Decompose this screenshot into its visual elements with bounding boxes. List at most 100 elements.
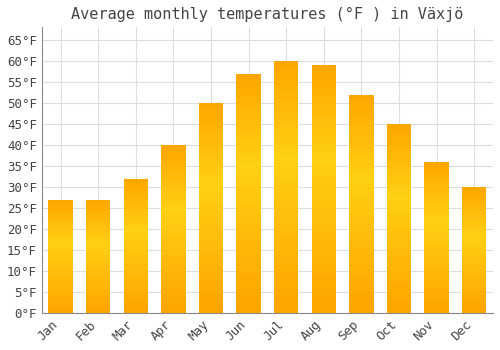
Bar <box>274 162 298 168</box>
Bar <box>349 226 374 231</box>
Bar <box>236 253 261 259</box>
Bar <box>424 222 449 226</box>
Bar <box>274 199 298 206</box>
Bar <box>462 215 486 218</box>
Bar <box>462 310 486 313</box>
Bar <box>462 199 486 203</box>
Bar <box>161 162 186 166</box>
Bar <box>161 275 186 279</box>
Bar <box>236 145 261 152</box>
Bar <box>312 65 336 313</box>
Bar <box>48 234 73 237</box>
Bar <box>124 253 148 256</box>
Bar <box>86 293 110 296</box>
Bar <box>124 303 148 306</box>
Bar <box>424 268 449 272</box>
Bar <box>199 298 223 303</box>
Bar <box>349 247 374 253</box>
Bar <box>48 288 73 290</box>
Bar <box>161 195 186 199</box>
Bar <box>236 307 261 313</box>
Bar <box>424 306 449 309</box>
Bar <box>199 208 223 213</box>
Bar <box>236 127 261 133</box>
Bar <box>48 199 73 202</box>
Bar <box>312 183 336 189</box>
Bar <box>161 301 186 305</box>
Bar <box>349 111 374 117</box>
Bar <box>349 176 374 182</box>
Bar <box>274 250 298 256</box>
Bar <box>124 182 148 185</box>
Bar <box>236 229 261 235</box>
Bar <box>274 174 298 181</box>
Bar <box>312 307 336 313</box>
Bar <box>86 222 110 225</box>
Bar <box>161 178 186 183</box>
Bar <box>124 296 148 300</box>
Bar <box>199 187 223 192</box>
Bar <box>48 205 73 208</box>
Bar <box>387 247 411 252</box>
Bar <box>424 309 449 313</box>
Bar <box>86 296 110 299</box>
Bar <box>274 130 298 136</box>
Bar <box>199 108 223 113</box>
Bar <box>86 211 110 214</box>
Bar <box>161 250 186 254</box>
Bar <box>124 259 148 262</box>
Bar <box>274 74 298 80</box>
Bar <box>312 71 336 77</box>
Bar <box>462 231 486 234</box>
Bar <box>86 271 110 273</box>
Bar <box>161 309 186 313</box>
Bar <box>424 230 449 234</box>
Bar <box>199 229 223 234</box>
Bar <box>387 237 411 242</box>
Bar <box>387 171 411 176</box>
Bar <box>274 80 298 86</box>
Bar <box>312 164 336 170</box>
Bar <box>161 216 186 221</box>
Bar <box>274 262 298 269</box>
Bar <box>86 259 110 262</box>
Bar <box>124 192 148 195</box>
Bar <box>312 152 336 158</box>
Bar <box>387 218 411 223</box>
Bar <box>161 258 186 262</box>
Bar <box>462 244 486 247</box>
Bar <box>161 149 186 153</box>
Bar <box>48 282 73 285</box>
Bar <box>462 298 486 301</box>
Bar <box>199 287 223 292</box>
Bar <box>86 202 110 205</box>
Bar <box>199 124 223 129</box>
Bar <box>312 108 336 115</box>
Bar <box>48 302 73 304</box>
Bar <box>199 103 223 313</box>
Bar <box>48 259 73 262</box>
Bar <box>199 308 223 313</box>
Bar <box>312 195 336 202</box>
Bar <box>424 245 449 249</box>
Bar <box>48 296 73 299</box>
Bar <box>161 246 186 250</box>
Bar <box>312 177 336 183</box>
Bar <box>312 170 336 177</box>
Bar <box>312 251 336 257</box>
Bar <box>86 225 110 228</box>
Bar <box>86 239 110 242</box>
Bar <box>86 273 110 276</box>
Bar <box>387 256 411 261</box>
Bar <box>424 253 449 256</box>
Bar <box>312 276 336 282</box>
Bar <box>424 272 449 275</box>
Bar <box>48 248 73 251</box>
Bar <box>199 203 223 208</box>
Bar <box>48 293 73 296</box>
Bar <box>387 289 411 294</box>
Bar <box>387 152 411 157</box>
Bar <box>161 145 186 313</box>
Bar <box>462 234 486 237</box>
Bar <box>161 225 186 229</box>
